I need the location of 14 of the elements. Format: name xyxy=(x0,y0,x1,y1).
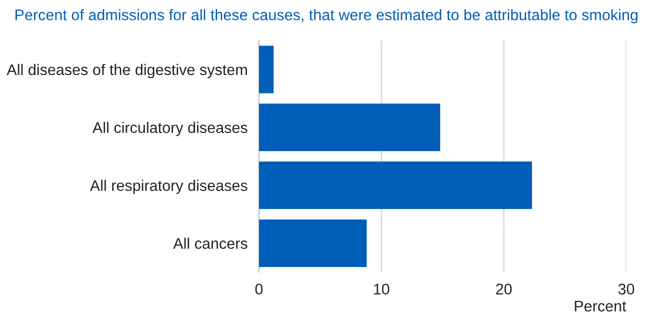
x-tick-label: 30 xyxy=(618,284,634,294)
bar xyxy=(258,46,274,94)
y-tick-label: All diseases of the digestive system xyxy=(6,64,247,78)
x-tick-label: 20 xyxy=(496,284,512,294)
y-tick-label: All circulatory diseases xyxy=(92,122,248,136)
chart-title: Percent of admissions for all these causes, that were estimated to be attributable to smoking xyxy=(16,9,638,24)
y-tick-label: All respiratory diseases xyxy=(90,180,248,194)
bar xyxy=(258,219,367,267)
x-tick-label: 10 xyxy=(374,284,390,294)
bar xyxy=(258,104,440,152)
y-tick-label: All cancers xyxy=(173,238,248,249)
x-axis-title: Percent xyxy=(574,300,626,312)
bar xyxy=(258,162,532,210)
x-tick-label: 0 xyxy=(255,284,263,294)
